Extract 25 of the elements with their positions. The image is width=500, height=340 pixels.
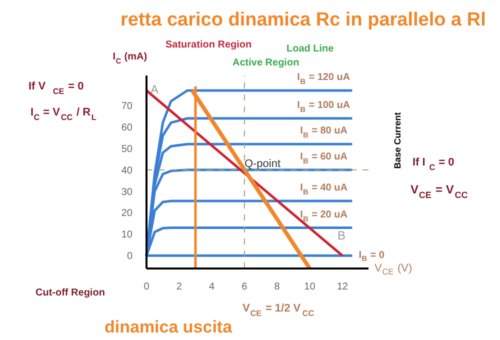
x-tick-label: 4 [209, 282, 216, 292]
x-tick-label: 6 [242, 282, 248, 292]
text: Active Region [232, 58, 300, 68]
x-tick-label: 2 [176, 282, 182, 292]
y2-axis-title: Base Current [392, 112, 402, 169]
text: Saturation Region [166, 40, 252, 50]
x-tick-label: 8 [274, 282, 280, 292]
y-tick-label: 50 [121, 144, 133, 155]
y-tick-label: 20 [121, 208, 133, 220]
text: Cut-off Region [36, 288, 105, 298]
y-tick-label: 60 [121, 122, 133, 134]
y-tick-label: 10 [121, 230, 133, 241]
annotation: A [150, 82, 159, 96]
y-tick-label: 70 [121, 101, 133, 112]
y-tick-label: 0 [126, 251, 133, 262]
annotation: B [338, 228, 346, 242]
annotation: Q-point [244, 158, 281, 170]
y-tick-label: 40 [121, 165, 133, 176]
y-tick-label: 30 [121, 186, 133, 198]
text: Load Line [286, 44, 334, 54]
x-tick-label: 12 [336, 282, 348, 292]
chart-title: retta carico dinamica Rc in parallelo a Rl [120, 10, 486, 30]
text: dinamica uscita [104, 318, 233, 336]
x-tick-label: 0 [144, 282, 150, 292]
x-tick-label: 10 [304, 282, 316, 292]
